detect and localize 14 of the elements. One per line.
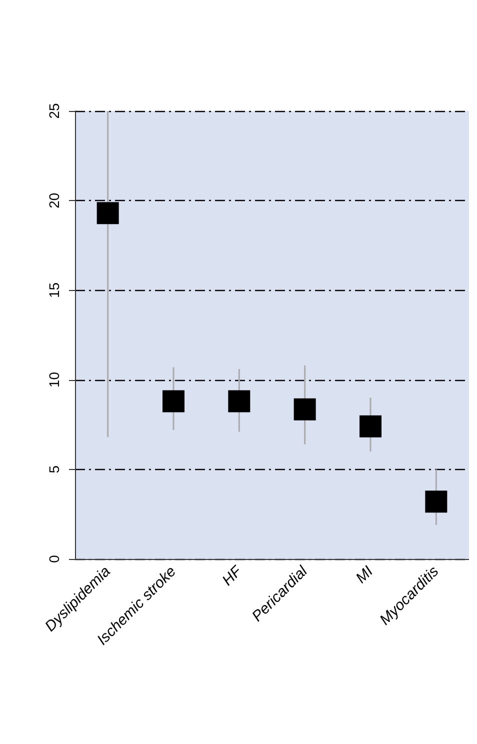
point <box>425 490 448 513</box>
y-tick-label: 15 <box>46 282 62 298</box>
y-tick-label: 10 <box>46 372 62 388</box>
y-tick-label: 0 <box>46 554 62 563</box>
point <box>96 202 119 224</box>
point <box>294 398 316 420</box>
y-tick-label: 25 <box>46 103 62 119</box>
point <box>360 415 382 438</box>
x-tick-label: MI <box>352 562 377 587</box>
y-tick-label: 20 <box>46 192 62 208</box>
point <box>162 390 184 412</box>
point <box>228 390 250 412</box>
y-tick-label: 5 <box>46 465 62 474</box>
x-tick-label: HF <box>219 562 246 590</box>
